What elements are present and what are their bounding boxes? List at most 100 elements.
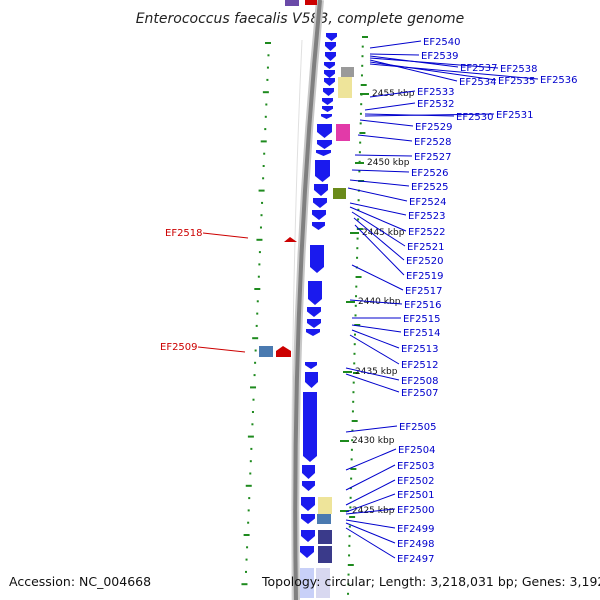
tick-mark: [348, 544, 351, 547]
kbp-tick: [360, 93, 369, 95]
gene-label-ef2523[interactable]: EF2523: [408, 211, 446, 222]
gene-label-ef2526[interactable]: EF2526: [411, 168, 449, 179]
tick-mark: [357, 199, 360, 202]
gene-label-ef2532[interactable]: EF2532: [417, 99, 455, 110]
gene-label-ef2539[interactable]: EF2539: [421, 51, 459, 62]
tick-mark: [354, 304, 357, 307]
gene-arrow[interactable]: [301, 514, 315, 524]
gene-label-ef2509[interactable]: EF2509: [160, 342, 198, 353]
gene-arrow[interactable]: [303, 392, 317, 462]
gene-arrow[interactable]: [326, 33, 337, 41]
gene-label-ef2519[interactable]: EF2519: [406, 271, 444, 282]
gene-arrow[interactable]: [300, 546, 314, 558]
gene-label-ef2517[interactable]: EF2517: [405, 286, 443, 297]
gene-arrow[interactable]: [310, 245, 324, 273]
gene-label-ef2534[interactable]: EF2534: [459, 77, 497, 88]
gene-label-ef2500[interactable]: EF2500: [397, 505, 435, 516]
gene-arrow[interactable]: [302, 481, 315, 491]
gene-label-ef2512[interactable]: EF2512: [401, 360, 439, 371]
gene-arrow[interactable]: [307, 319, 321, 328]
gene-arrow[interactable]: [313, 198, 327, 208]
gene-label-ef2538[interactable]: EF2538: [500, 64, 538, 75]
tick-mark: [245, 570, 248, 573]
gene-arrow[interactable]: [306, 329, 320, 336]
gene-label-ef2530[interactable]: EF2530: [456, 112, 494, 123]
tick-mark: [359, 112, 362, 115]
gene-arrow[interactable]: [317, 124, 332, 138]
tick-mark: [258, 189, 265, 192]
gene-label-ef2501[interactable]: EF2501: [397, 490, 435, 501]
gene-label-ef2529[interactable]: EF2529: [415, 122, 453, 133]
gene-label-ef2499[interactable]: EF2499: [397, 524, 435, 535]
leader-line: [345, 522, 396, 544]
feature-magenta: [336, 124, 350, 141]
gene-arrow[interactable]: [323, 88, 334, 96]
gene-label-ef2536[interactable]: EF2536: [540, 75, 578, 86]
gene-label-ef2503[interactable]: EF2503: [397, 461, 435, 472]
gene-label-ef2518[interactable]: EF2518: [165, 228, 203, 239]
tick-mark: [249, 472, 252, 475]
tick-mark: [254, 349, 257, 352]
gene-label-ef2515[interactable]: EF2515: [403, 314, 441, 325]
leader-line: [351, 324, 402, 333]
gene-label-ef2505[interactable]: EF2505: [399, 422, 437, 433]
gene-arrow[interactable]: [302, 465, 315, 479]
gene-label-ef2508[interactable]: EF2508: [401, 376, 439, 387]
gene-arrow[interactable]: [307, 307, 321, 317]
tick-mark: [351, 429, 354, 432]
gene-arrow[interactable]: [315, 160, 330, 182]
gene-label-ef2531[interactable]: EF2531: [496, 110, 534, 121]
tick-mark: [262, 165, 265, 167]
gene-label-ef2497[interactable]: EF2497: [397, 554, 435, 565]
leader-line: [369, 59, 458, 82]
tick-mark: [351, 410, 354, 413]
gene-arrow[interactable]: [324, 70, 335, 78]
gene-arrow[interactable]: [322, 106, 333, 112]
gene-label-ef2520[interactable]: EF2520: [406, 256, 444, 267]
gene-label-ef2522[interactable]: EF2522: [408, 227, 446, 238]
gene-label-ef2504[interactable]: EF2504: [398, 445, 436, 456]
gene-label-ef2537[interactable]: EF2537: [460, 63, 498, 74]
gene-label-ef2514[interactable]: EF2514: [403, 328, 441, 339]
tick-mark: [357, 208, 360, 211]
gene-label-ef2533[interactable]: EF2533: [417, 87, 455, 98]
gene-label-ef2521[interactable]: EF2521: [407, 242, 445, 253]
gene-label-ef2502[interactable]: EF2502: [397, 476, 435, 487]
gene-label-ef2516[interactable]: EF2516: [404, 300, 442, 311]
gene-arrow[interactable]: [321, 114, 332, 119]
gene-arrow[interactable]: [314, 184, 328, 196]
gene-arrow[interactable]: [301, 497, 315, 511]
gene-arrow[interactable]: [305, 372, 318, 388]
gene-arrow[interactable]: [305, 362, 317, 369]
gene-label-ef2540[interactable]: EF2540: [423, 37, 461, 48]
gene-label-ef2535[interactable]: EF2535: [498, 76, 536, 87]
gene-label-ef2525[interactable]: EF2525: [411, 182, 449, 193]
gene-arrow[interactable]: [301, 530, 315, 542]
gene-arrow[interactable]: [312, 210, 326, 220]
tick-mark: [247, 521, 250, 524]
tick-mark: [250, 386, 257, 389]
gene-arrow[interactable]: [324, 78, 335, 86]
gene-arrow[interactable]: [322, 98, 333, 105]
tick-mark: [245, 558, 248, 561]
gene-arrow[interactable]: [325, 42, 336, 51]
gene-label-ef2524[interactable]: EF2524: [409, 197, 447, 208]
gene-label-ef2527[interactable]: EF2527: [414, 152, 452, 163]
leader-line: [347, 187, 408, 202]
feature-yellow-bottom: [318, 497, 332, 514]
gene-arrow[interactable]: [325, 52, 336, 61]
tick-mark: [261, 201, 264, 204]
gene-label-ef2513[interactable]: EF2513: [401, 344, 439, 355]
gene-label-ef2498[interactable]: EF2498: [397, 539, 435, 550]
gene-label-ef2507[interactable]: EF2507: [401, 388, 439, 399]
tick-mark: [356, 228, 363, 230]
leader-line: [202, 232, 249, 239]
gene-arrow[interactable]: [312, 222, 325, 230]
gene-arrow[interactable]: [317, 140, 332, 149]
gene-arrow[interactable]: [316, 150, 331, 156]
tick-mark: [351, 439, 354, 442]
gene-arrow[interactable]: [308, 281, 322, 305]
gene-arrow[interactable]: [324, 62, 335, 69]
gene-label-ef2528[interactable]: EF2528: [414, 137, 452, 148]
